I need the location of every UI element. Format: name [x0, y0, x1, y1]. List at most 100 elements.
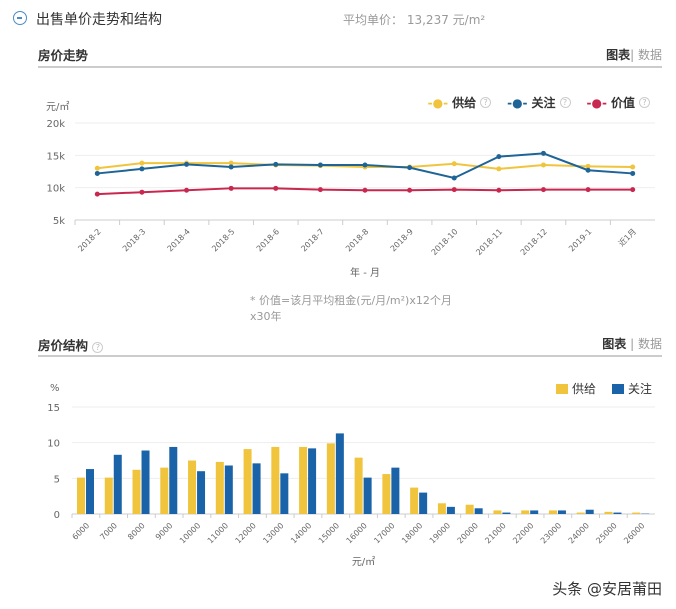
data-point: [139, 166, 145, 172]
data-point: [228, 160, 234, 166]
data-point: [585, 167, 591, 173]
section-title: 出售单价走势和结构: [36, 12, 162, 28]
data-point: [362, 187, 368, 193]
bar-供给: [77, 477, 85, 514]
legend-attention[interactable]: 关注: [611, 380, 652, 397]
chart-view-link[interactable]: 图表: [602, 337, 627, 351]
bar-供给: [604, 511, 613, 514]
data-point: [184, 161, 190, 167]
x-tick-label: 9000: [154, 521, 175, 542]
structure-title: 房价结构 ?: [38, 335, 104, 354]
bar-关注: [169, 446, 178, 514]
collapse-icon[interactable]: [13, 11, 27, 25]
x-tick-label: 2018-6: [255, 227, 281, 253]
x-tick-label: 16000: [345, 521, 369, 545]
price-structure-chart: 0 5 10 15 6000 7000 8000 9000 10000 11000 12000 130…: [47, 403, 655, 568]
legend-supply[interactable]: 供给: [555, 380, 596, 397]
bar-供给: [104, 477, 113, 514]
bar-关注: [141, 450, 150, 514]
y-tick-label: 15k: [46, 151, 65, 162]
data-point: [273, 161, 279, 167]
watermark: 头条 @安居莆田: [552, 580, 662, 598]
data-point: [540, 187, 546, 193]
bar-供给: [410, 487, 419, 514]
data-point: [630, 164, 636, 170]
x-tick-label: 25000: [594, 521, 618, 545]
bar-关注: [113, 454, 122, 514]
y-tick-label: 5k: [53, 216, 65, 227]
y-tick-label: 0: [54, 510, 60, 521]
trend-title: 房价走势: [38, 48, 89, 63]
line-legend: -●- 供给? -●- 关注? -●- 价值?: [428, 94, 650, 111]
bar-供给: [576, 512, 585, 514]
avg-value: 13,237 元/m²: [406, 13, 486, 27]
x-tick-label: 12000: [234, 521, 258, 545]
x-tick-label: 13000: [261, 521, 285, 545]
data-point: [317, 162, 323, 168]
bar-关注: [363, 477, 372, 514]
legend-value[interactable]: -●- 价值?: [587, 94, 650, 111]
data-point: [540, 150, 546, 156]
bar-关注: [557, 510, 566, 514]
bar-供给: [160, 467, 169, 514]
help-icon[interactable]: ?: [92, 342, 104, 353]
bar-关注: [419, 492, 428, 514]
data-view-link[interactable]: 数据: [637, 48, 662, 62]
data-view-link[interactable]: 数据: [637, 337, 662, 351]
bar-关注: [474, 508, 483, 514]
average-price: 平均单价： 13,237 元/m²: [343, 11, 485, 28]
data-point: [94, 165, 100, 171]
bar-供给: [521, 510, 530, 514]
value-footnote: * 价值=该月平均租金(元/月/m²)x12个月x30年: [250, 294, 452, 323]
legend-attention[interactable]: -●- 关注?: [507, 94, 571, 111]
bar-供给: [215, 461, 224, 514]
bar-供给: [354, 457, 363, 514]
divider: [38, 66, 662, 68]
x-tick-label: 10000: [178, 521, 202, 545]
x-tick-label: 17000: [372, 521, 396, 545]
chart-view-link[interactable]: 图表: [606, 48, 631, 62]
x-tick-label: 2018-2: [76, 227, 102, 253]
data-point: [407, 165, 413, 171]
data-point: [585, 187, 591, 193]
bar-关注: [585, 509, 594, 514]
data-point: [496, 187, 502, 193]
x-tick-label: 近1月: [616, 226, 638, 248]
data-point: [228, 164, 234, 170]
data-point: [184, 187, 190, 193]
legend-supply[interactable]: -●- 供给?: [428, 94, 492, 111]
bar-关注: [224, 465, 233, 514]
bar-关注: [197, 471, 206, 514]
bar-关注: [502, 512, 511, 514]
bar-供给: [437, 503, 446, 514]
x-tick-label: 20000: [456, 521, 480, 545]
x-axis-title: 元/㎡: [352, 556, 375, 568]
bar-供给: [382, 474, 391, 514]
bar-关注: [308, 448, 317, 514]
divider: [38, 355, 662, 357]
bar-legend: 供给 关注: [555, 380, 652, 397]
bar-供给: [132, 469, 141, 514]
x-tick-label: 21000: [483, 521, 507, 545]
x-tick-label: 14000: [289, 521, 313, 545]
bar-供给: [465, 504, 474, 514]
data-point: [228, 185, 234, 191]
y-axis-unit: 元/㎡: [46, 102, 70, 113]
x-tick-label: 2018-7: [299, 227, 325, 253]
bar-关注: [335, 433, 344, 514]
bar-关注: [613, 512, 622, 514]
y-tick-label: 10: [47, 439, 60, 450]
bar-供给: [632, 512, 641, 514]
y-tick-label: 20k: [46, 119, 65, 130]
bar-供给: [243, 449, 252, 514]
data-point: [585, 163, 591, 169]
x-axis-title: 年 - 月: [350, 266, 380, 279]
x-tick-label: 8000: [126, 521, 147, 542]
price-trend-chart: 5k 10k 15k 20k 2018-2 2018-3 2018-4 2018-5 2018-…: [46, 119, 655, 279]
bar-供给: [299, 446, 308, 514]
x-tick-label: 2018-9: [389, 227, 415, 253]
help-icon: ?: [480, 97, 492, 108]
data-point: [407, 187, 413, 193]
x-tick-label: 26000: [622, 521, 646, 545]
x-tick-label: 19000: [428, 521, 452, 545]
